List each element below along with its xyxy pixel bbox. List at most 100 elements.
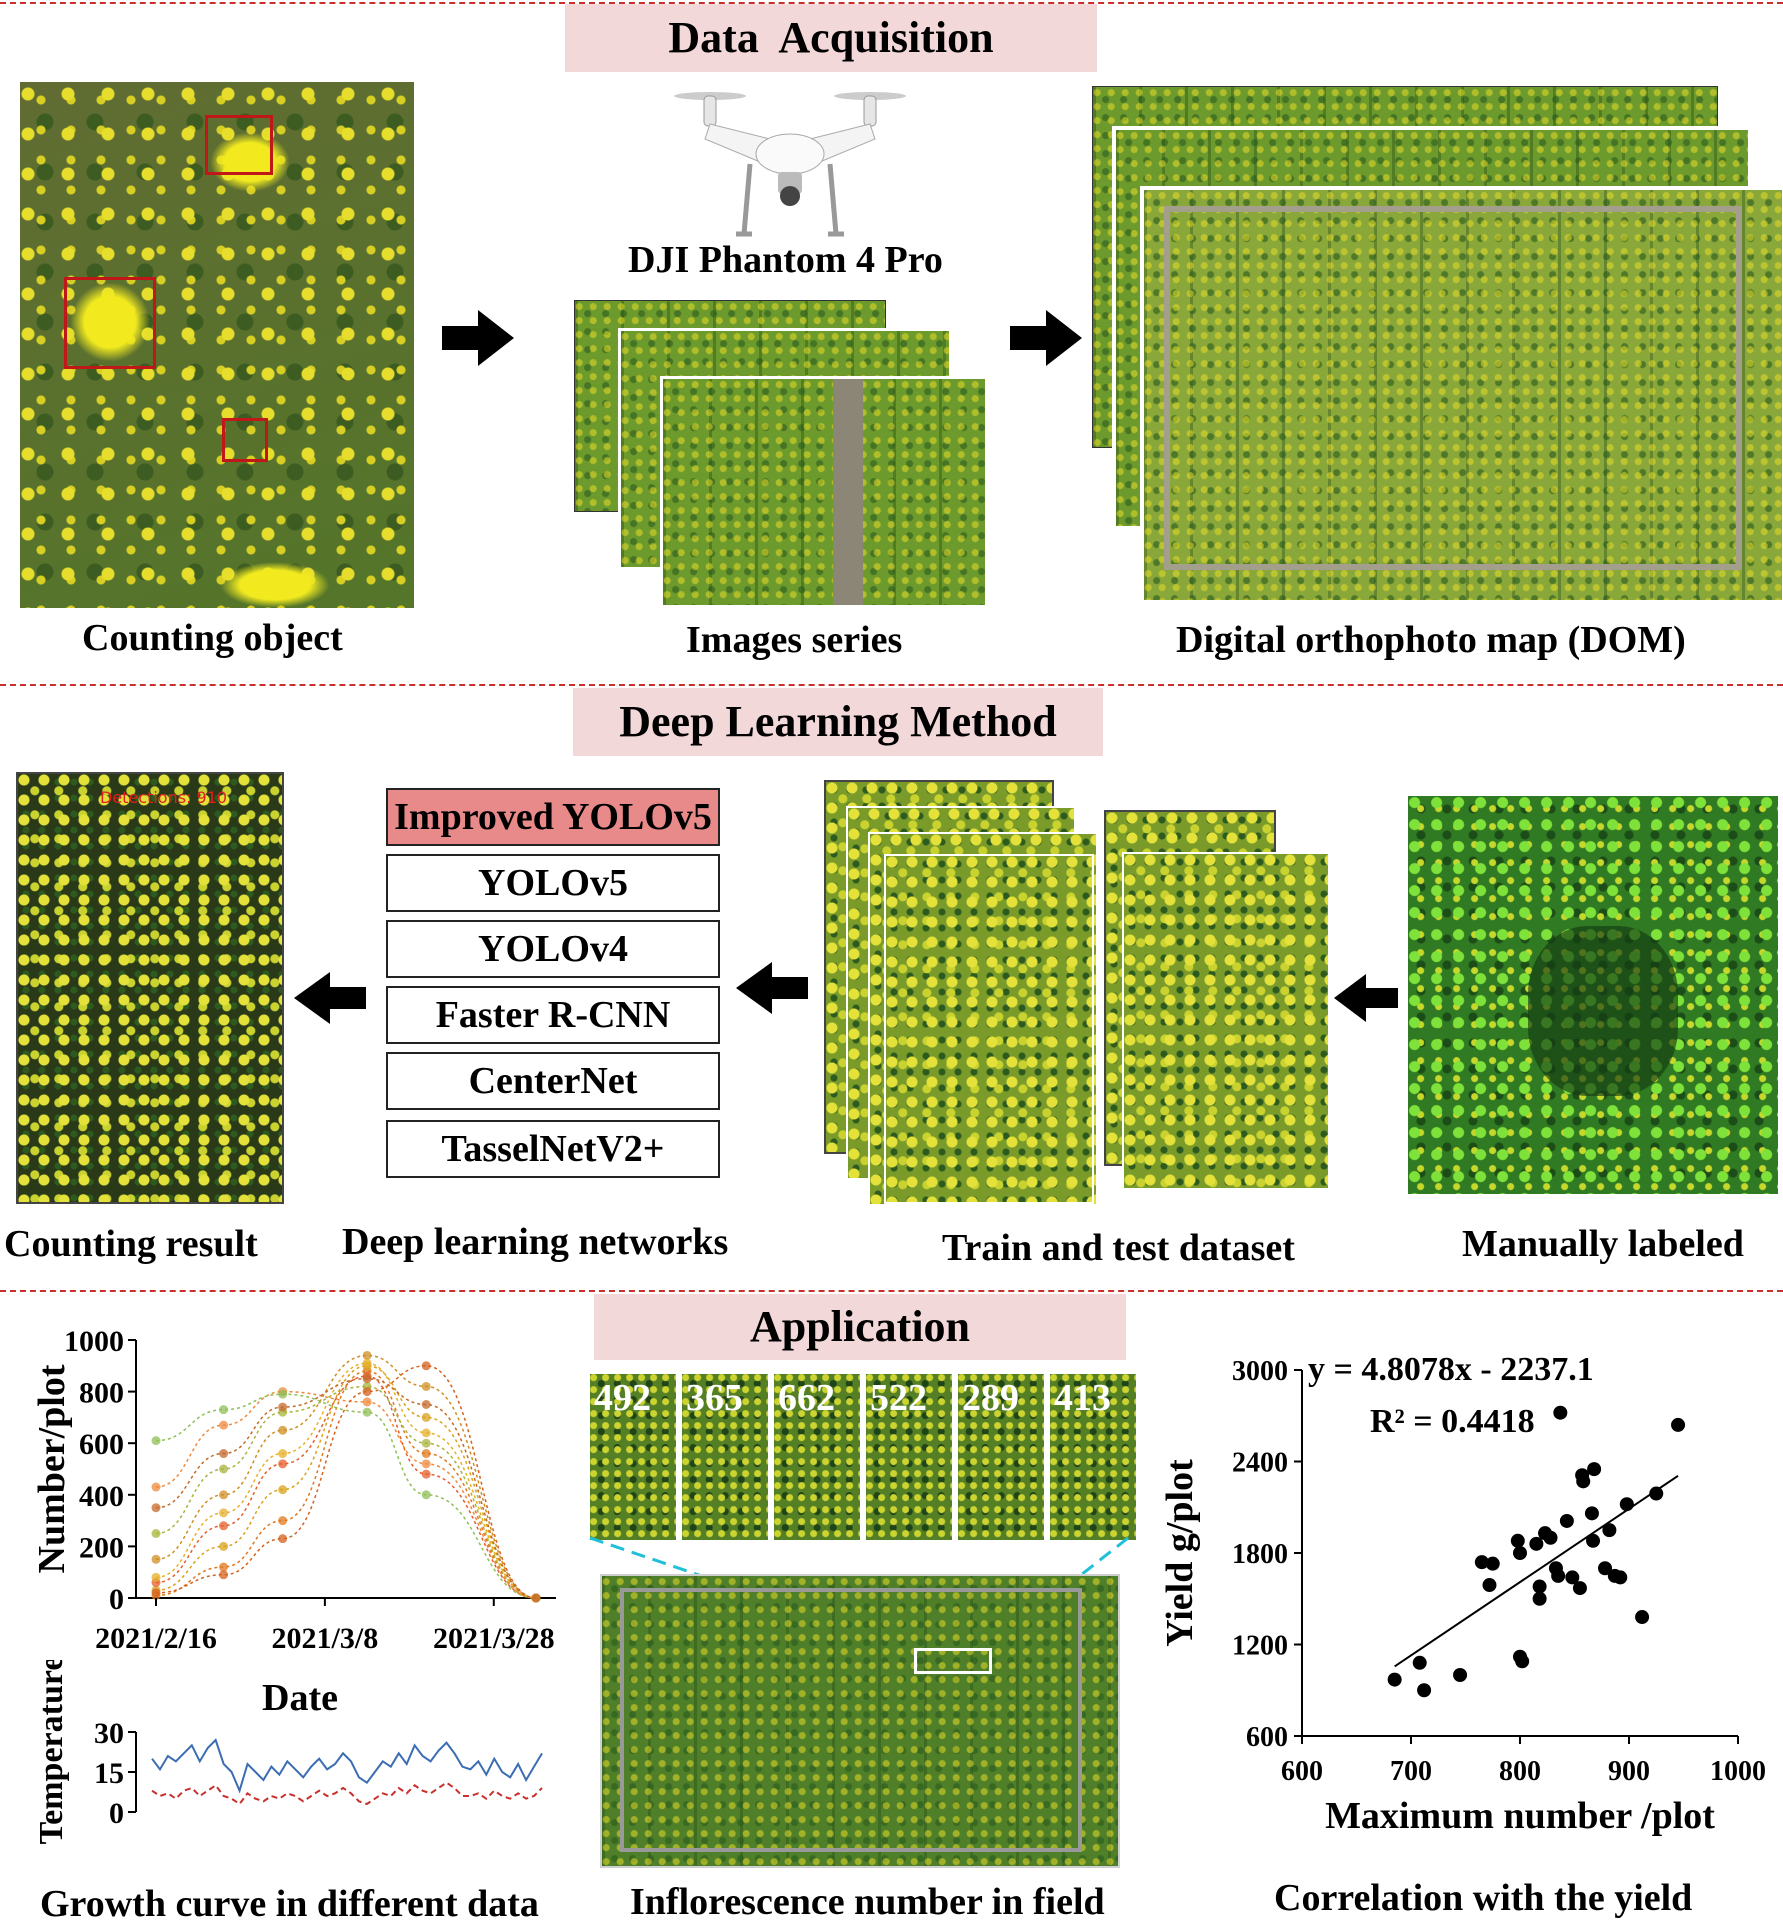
caption-growth: Growth curve in different data [40, 1883, 539, 1925]
section-banner-application: Application [594, 1294, 1126, 1360]
scatter-point [1532, 1591, 1547, 1606]
growth-series-line [155, 1362, 537, 1599]
y-tick-label: 3000 [1232, 1356, 1288, 1387]
growth-point [421, 1438, 431, 1448]
growth-point [362, 1387, 372, 1397]
field-border-road [620, 1588, 1082, 1852]
selected-plot-box [914, 1648, 992, 1674]
scatter-point [1635, 1610, 1650, 1625]
growth-point [362, 1374, 372, 1384]
growth-point [421, 1459, 431, 1469]
plot-tile-count: 492 [594, 1377, 651, 1419]
scatter-point [1559, 1513, 1574, 1528]
growth-series-line [155, 1377, 537, 1599]
growth-point [531, 1593, 541, 1603]
x-tick-label: 900 [1608, 1756, 1650, 1787]
growth-point [219, 1541, 229, 1551]
x-tick-label: 2021/3/28 [433, 1622, 555, 1655]
plot-tile-count: 413 [1054, 1377, 1111, 1419]
growth-point [421, 1400, 431, 1409]
growth-point [278, 1516, 288, 1526]
growth-point [278, 1425, 288, 1435]
growth-point [278, 1449, 288, 1459]
dom-map-border-road [1164, 206, 1742, 570]
top-separator [0, 2, 1783, 4]
growth-point [421, 1449, 431, 1459]
growth-point [362, 1407, 372, 1417]
network-improved-yolov5: Improved YOLOv5 [386, 788, 720, 846]
growth-series-line [155, 1370, 537, 1599]
x-tick-label: 2021/3/8 [272, 1622, 379, 1655]
growth-point [362, 1350, 372, 1360]
caption-images-series: Images series [686, 619, 903, 661]
y-tick-label: 2400 [1232, 1448, 1288, 1479]
growth-point [421, 1428, 431, 1438]
growth-point [151, 1554, 161, 1564]
temperature-chart: 0 15 30 Temperature [33, 1660, 543, 1844]
y-tick-label: 1000 [64, 1325, 124, 1358]
plot-tile-count: 522 [870, 1377, 927, 1419]
right-arrow-icon [1010, 310, 1082, 366]
scatter-point [1587, 1462, 1602, 1477]
network-tasselnet: TasselNetV2+ [386, 1120, 720, 1178]
scatter-point [1586, 1533, 1601, 1548]
scatter-point [1417, 1683, 1432, 1698]
y-axis-label: Number/plot [31, 1364, 73, 1573]
caption-field: Inflorescence number in field [630, 1881, 1105, 1923]
scatter-point [1576, 1474, 1591, 1489]
x-axis-label: Maximum number /plot [1325, 1795, 1715, 1837]
growth-point [151, 1588, 161, 1598]
growth-series-line [155, 1365, 537, 1599]
growth-point [219, 1405, 229, 1415]
detection-box [205, 115, 273, 175]
y-tick-label: 15 [94, 1757, 124, 1790]
plot-tile-count: 365 [686, 1377, 743, 1419]
growth-point [219, 1570, 229, 1580]
scatter-point [1453, 1668, 1468, 1682]
caption-correlation: Correlation with the yield [1274, 1877, 1693, 1919]
scatter-point [1515, 1654, 1530, 1669]
growth-point [219, 1490, 229, 1500]
right-arrow-icon [442, 310, 514, 366]
left-arrow-icon [1334, 974, 1398, 1022]
growth-point [421, 1469, 431, 1479]
y-axis-label: Temperature [33, 1660, 70, 1844]
scatter-point [1543, 1530, 1558, 1545]
growth-point [219, 1521, 229, 1531]
x-tick-label: 600 [1281, 1756, 1323, 1787]
scatter-point [1551, 1568, 1566, 1583]
scatter-point [1529, 1536, 1544, 1551]
scatter-point [1387, 1672, 1402, 1687]
middle-separator-1 [0, 684, 1783, 686]
caption-dataset: Train and test dataset [942, 1227, 1295, 1269]
detections-label: Detections: 910 [100, 788, 228, 807]
train-image-front [884, 854, 1094, 1204]
growth-point [219, 1508, 229, 1518]
scatter-point [1485, 1556, 1500, 1571]
growth-series-line [155, 1393, 537, 1599]
growth-point [219, 1420, 229, 1430]
x-axis-label: Date [262, 1677, 338, 1719]
x-tick-label: 2021/2/16 [95, 1622, 217, 1655]
dark-patch [1528, 926, 1678, 1096]
y-tick-label: 0 [109, 1797, 124, 1830]
temperature-series-line [151, 1781, 543, 1806]
flower-cluster [220, 562, 330, 608]
growth-series-line [155, 1390, 537, 1599]
growth-curve-chart: 0 200 400 600 800 1000 2021/2/16 2021/3/8 2021/3… [31, 1325, 556, 1719]
y-tick-label: 1200 [1232, 1631, 1288, 1662]
x-tick-label: 800 [1499, 1756, 1541, 1787]
growth-point [278, 1459, 288, 1469]
section-banner-deep: Deep Learning Method [573, 688, 1103, 756]
r-squared: R² = 0.4418 [1370, 1403, 1535, 1440]
x-tick-label: 700 [1390, 1756, 1432, 1787]
caption-dom: Digital orthophoto map (DOM) [1176, 619, 1686, 661]
y-axis-label: Yield g/plot [1159, 1459, 1201, 1647]
plot-tile: 522 [864, 1372, 954, 1542]
scatter-point [1619, 1497, 1634, 1512]
scatter-point [1572, 1581, 1587, 1596]
scatter-point [1602, 1523, 1617, 1538]
growth-point [151, 1529, 161, 1538]
growth-point [219, 1464, 229, 1474]
field-map [600, 1574, 1120, 1868]
